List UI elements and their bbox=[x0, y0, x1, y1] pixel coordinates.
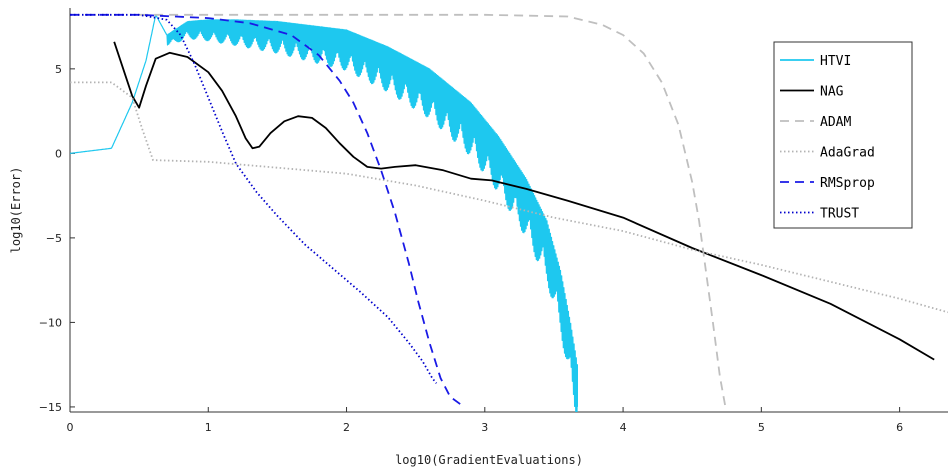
axes: 0 1 2 3 4 5 6 −15 −10 −5 0 5 log10(GradientEvaluatio… bbox=[9, 8, 948, 467]
legend-label-adagrad: AdaGrad bbox=[820, 146, 875, 161]
y-tick-label: −15 bbox=[39, 401, 62, 414]
legend-label-htvi: HTVI bbox=[820, 54, 851, 69]
legend: HTVI NAG ADAM AdaGrad RMSprop TRUST bbox=[773, 41, 913, 229]
legend-box bbox=[773, 41, 913, 229]
series-line-adam bbox=[139, 13, 727, 408]
y-axis-title: log10(Error) bbox=[9, 167, 23, 254]
x-tick-label: 3 bbox=[481, 421, 488, 434]
x-axis-title: log10(GradientEvaluations) bbox=[395, 453, 583, 467]
series-line-rmsprop bbox=[70, 13, 465, 408]
y-tick-label: 0 bbox=[55, 147, 62, 160]
x-tick-label: 2 bbox=[343, 421, 350, 434]
series-line-adagrad bbox=[70, 81, 948, 314]
legend-label-trust: TRUST bbox=[820, 207, 859, 222]
legend-label-adam: ADAM bbox=[820, 115, 851, 130]
x-tick-label: 0 bbox=[67, 421, 74, 434]
x-tick-label: 6 bbox=[896, 421, 903, 434]
x-tick-label: 4 bbox=[620, 421, 627, 434]
legend-label-rmsprop: RMSprop bbox=[820, 176, 875, 191]
legend-label-nag: NAG bbox=[820, 85, 844, 100]
series-line-nag bbox=[113, 41, 935, 361]
series-layer bbox=[70, 13, 948, 412]
series-line-trust bbox=[70, 13, 438, 384]
y-tick-label: −10 bbox=[39, 316, 62, 329]
y-tick-label: 5 bbox=[55, 63, 62, 76]
series-line-htvi bbox=[70, 14, 578, 412]
x-tick-label: 5 bbox=[758, 421, 765, 434]
y-tick-label: −5 bbox=[46, 232, 62, 245]
x-tick-label: 1 bbox=[205, 421, 212, 434]
